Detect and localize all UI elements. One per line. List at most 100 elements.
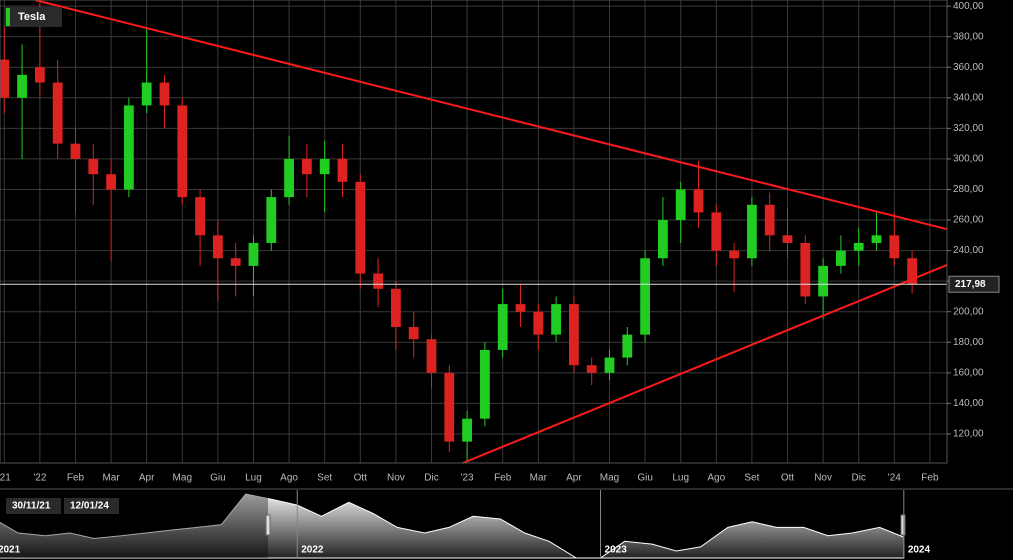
x-tick-label: Ago — [280, 473, 298, 484]
last-price-label: 217,98 — [955, 279, 986, 290]
y-tick-label: 120,00 — [953, 429, 984, 440]
candle-body — [711, 212, 722, 251]
x-tick-label: Mag — [173, 473, 192, 484]
candle-body — [426, 339, 437, 373]
candle-body — [497, 304, 508, 350]
candle-body — [889, 235, 900, 259]
candle-body — [586, 365, 597, 373]
candle-body — [782, 235, 793, 243]
x-tick-label: Apr — [139, 473, 155, 484]
candle-body — [515, 304, 526, 312]
navigator-handle — [265, 514, 271, 536]
candle-body — [479, 349, 490, 419]
candle-body — [141, 82, 152, 106]
candle-body — [319, 158, 330, 175]
candle-body — [301, 158, 312, 175]
candle-body — [390, 288, 401, 328]
trend-line — [34, 0, 948, 231]
candle-body — [177, 105, 188, 198]
candle-body — [337, 158, 348, 182]
legend-swatch — [6, 8, 10, 26]
navigator-year-label: 2021 — [0, 545, 21, 556]
navigator-shade — [903, 490, 1013, 558]
candle-body — [764, 204, 775, 236]
x-tick-label: Ott — [781, 473, 795, 484]
x-tick-label: Ott — [354, 473, 368, 484]
y-tick-label: 240,00 — [953, 245, 984, 256]
x-tick-label: Dic — [424, 473, 438, 484]
candle-body — [675, 189, 686, 221]
x-tick-label: Lug — [245, 473, 262, 484]
candle-body — [195, 197, 205, 236]
candle-body — [52, 82, 63, 144]
navigator-area — [0, 493, 905, 559]
candle-body — [70, 143, 81, 159]
candle-body — [622, 334, 633, 358]
candle-body — [266, 197, 277, 243]
candle-body — [604, 357, 615, 373]
candle-body — [871, 235, 882, 243]
y-tick-label: 300,00 — [953, 154, 984, 165]
x-tick-label: Set — [744, 473, 759, 484]
candle-body — [444, 372, 455, 442]
y-tick-label: 140,00 — [953, 398, 984, 409]
range-start-box — [6, 498, 61, 514]
x-tick-label: Set — [317, 473, 332, 484]
x-tick-label: Ago — [707, 473, 725, 484]
candle-body — [123, 105, 134, 190]
chart-title: Tesla — [18, 11, 46, 23]
x-tick-label: '22 — [33, 473, 46, 484]
x-tick-label: Lug — [672, 473, 689, 484]
candle-body — [693, 189, 704, 213]
navigator: 2021 2022 2023 2024 30/11/21 12/01/24 — [0, 488, 1013, 559]
candle-body — [355, 181, 366, 274]
candle-body — [747, 204, 757, 259]
navigator-year-label: 2023 — [605, 545, 628, 556]
x-tick-label: Dic — [851, 473, 865, 484]
range-end: 12/01/24 — [70, 501, 109, 512]
candle-body — [818, 265, 829, 297]
candle-body — [658, 220, 668, 259]
candle-body — [551, 304, 561, 335]
last-price-box — [948, 275, 1000, 293]
x-tick-label: Mar — [102, 473, 120, 484]
x-tick-label: Apr — [566, 473, 582, 484]
candle-body — [34, 67, 45, 83]
candle-body — [533, 311, 544, 335]
y-tick-label: 360,00 — [953, 62, 984, 73]
x-tick-label: Feb — [67, 473, 85, 484]
x-tick-label: Mag — [600, 473, 619, 484]
candle-body — [17, 74, 27, 98]
candle-body — [212, 235, 223, 259]
y-tick-label: 320,00 — [953, 123, 984, 134]
x-tick-label: '23 — [461, 473, 474, 484]
candle-body — [284, 158, 294, 198]
candle-body — [907, 258, 918, 285]
candle-body — [836, 250, 846, 266]
candle-body — [408, 327, 419, 340]
x-tick-label: Nov — [814, 473, 832, 484]
y-tick-label: 160,00 — [953, 367, 984, 378]
candle-body — [0, 59, 10, 98]
x-tick-label: '24 — [888, 473, 901, 484]
y-tick-label: 260,00 — [953, 215, 984, 226]
x-tick-label: '21 — [0, 473, 11, 484]
candle-body — [373, 273, 383, 289]
y-tick-label: 180,00 — [953, 337, 984, 348]
y-tick-label: 340,00 — [953, 92, 984, 103]
y-tick-label: 380,00 — [953, 31, 984, 42]
navigator-handle — [900, 514, 906, 536]
candle-body — [230, 258, 241, 266]
candle-body — [729, 250, 739, 259]
candle-body — [853, 242, 864, 251]
range-end-box — [64, 498, 119, 514]
candle-body — [462, 418, 472, 442]
candle-body — [106, 174, 116, 190]
x-tick-label: Mar — [530, 473, 548, 484]
y-tick-label: 200,00 — [953, 306, 984, 317]
x-tick-label: Nov — [387, 473, 405, 484]
candle-body — [569, 304, 579, 366]
legend-box — [4, 7, 62, 27]
candle-body — [159, 82, 170, 106]
candle-body — [88, 158, 99, 175]
